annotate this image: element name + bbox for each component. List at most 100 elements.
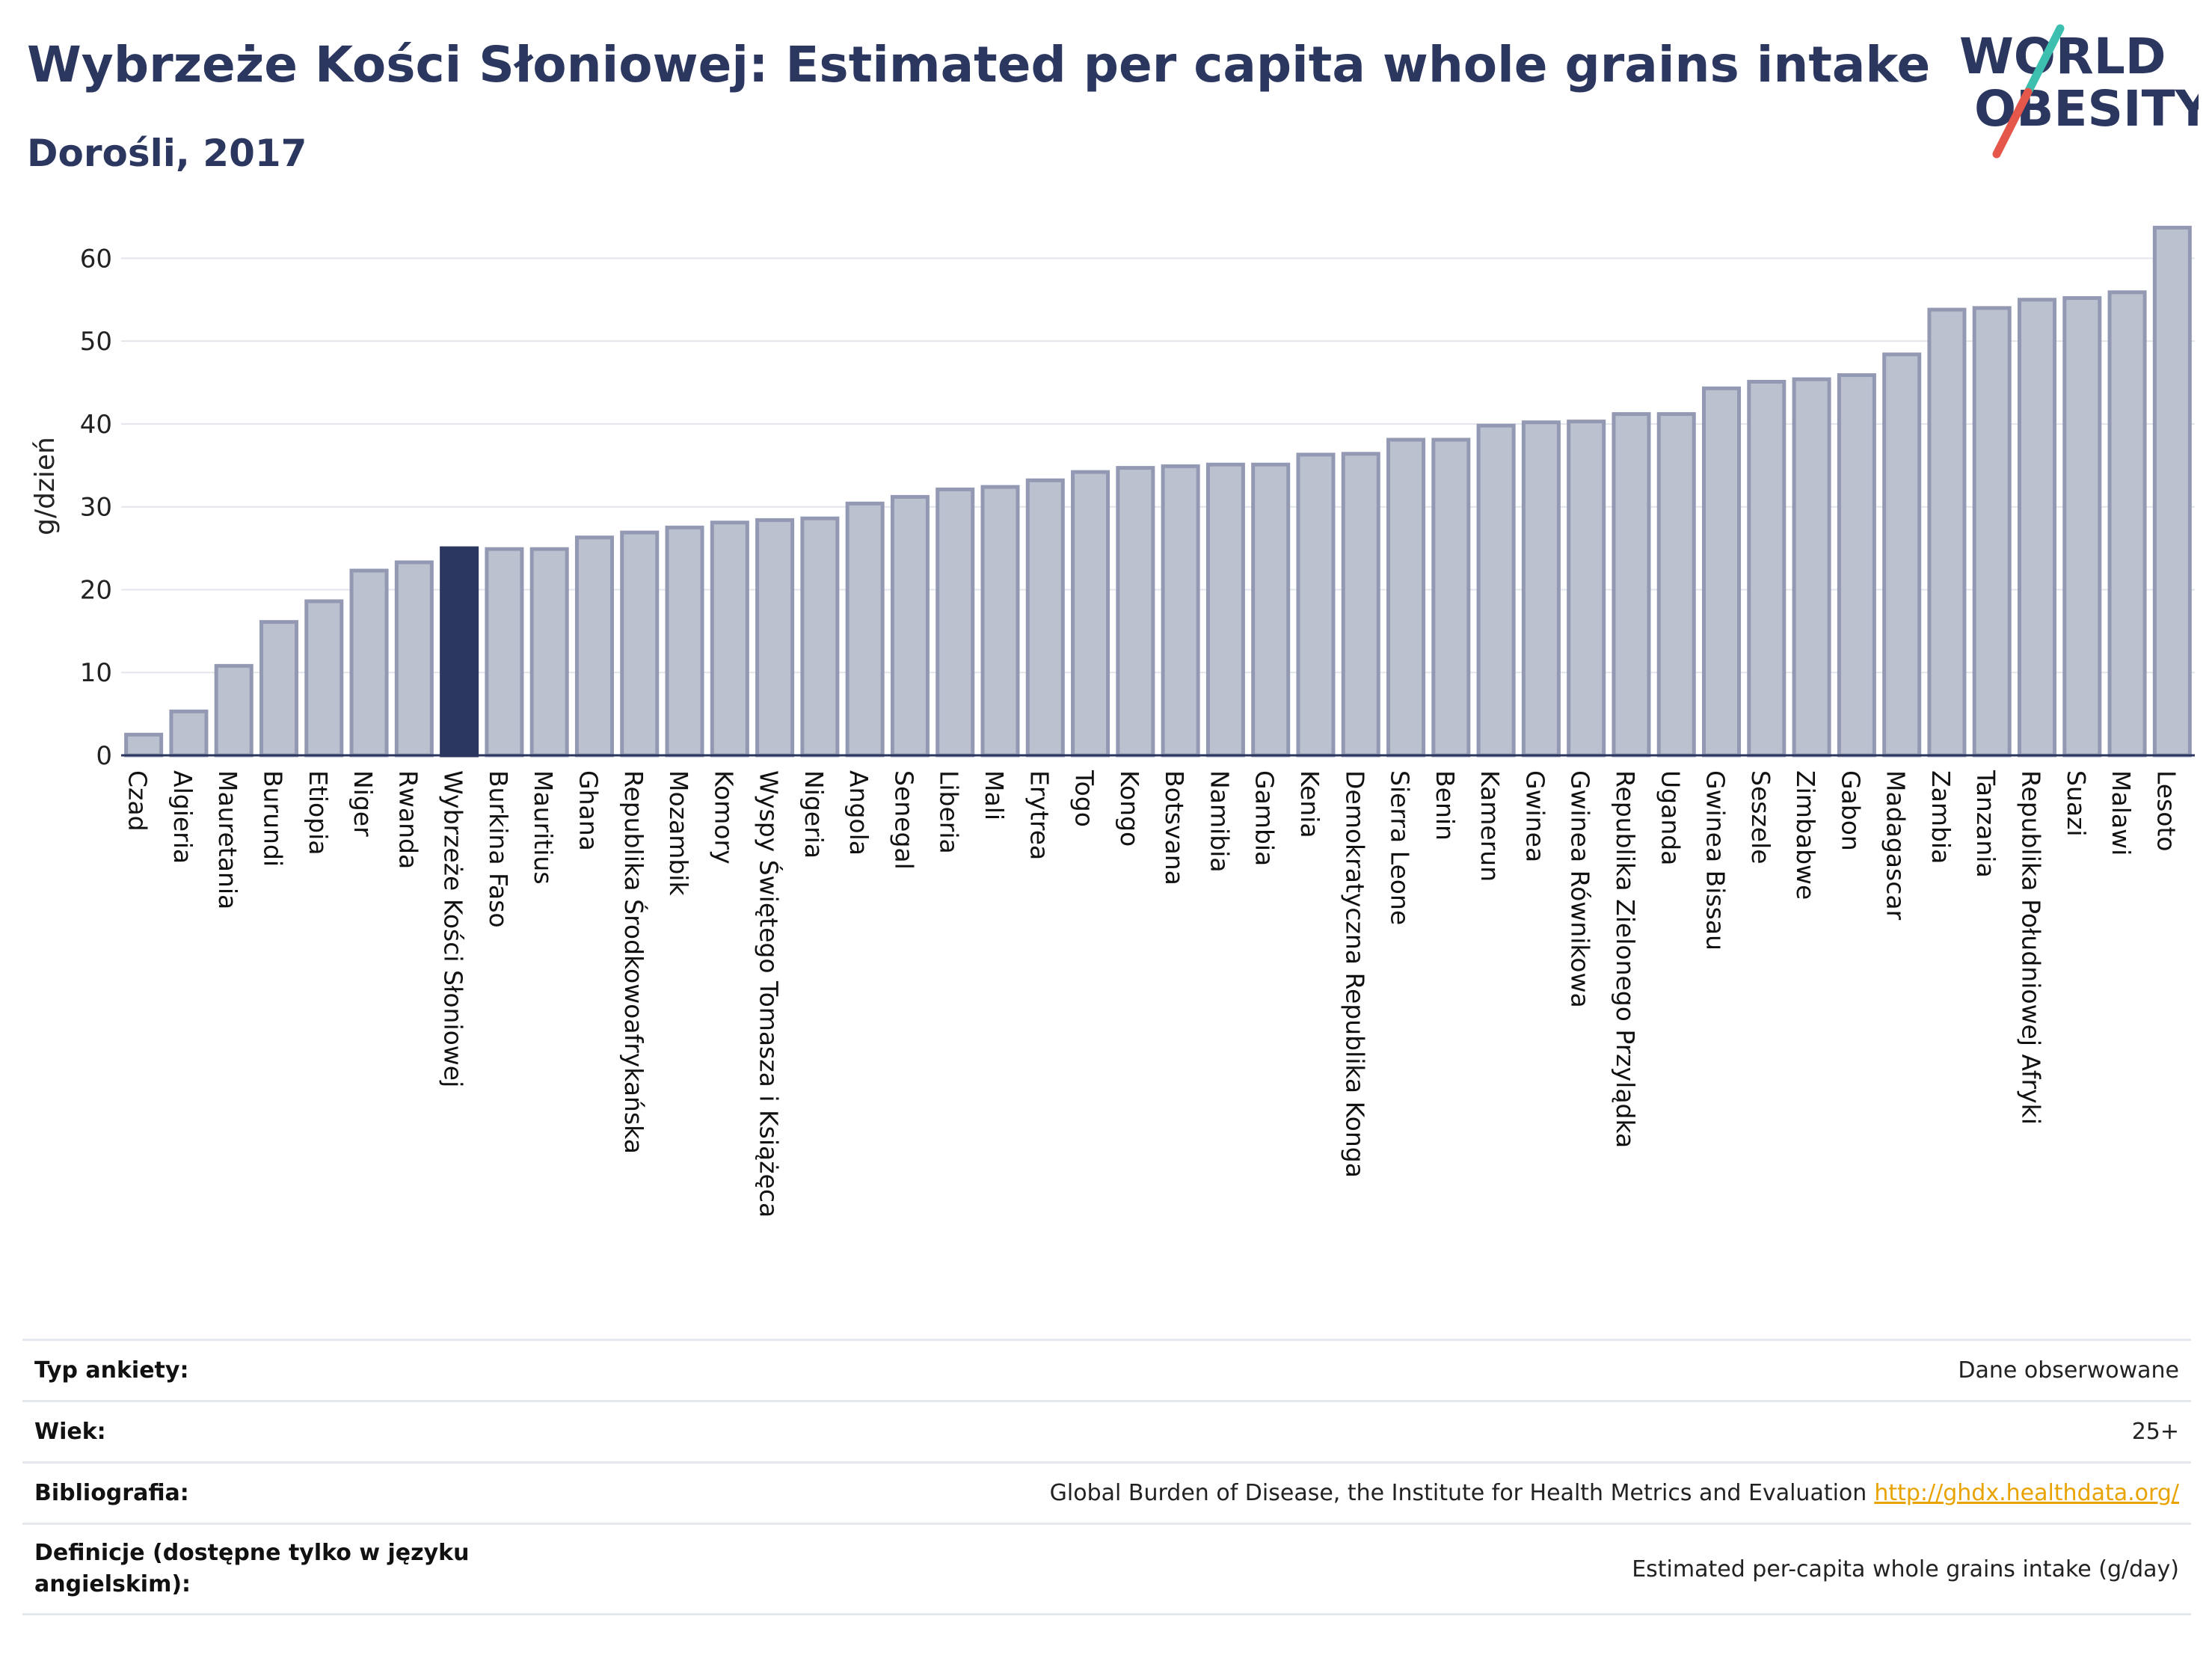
x-tick-label: Republika Południowej Afryki (2017, 770, 2046, 1125)
info-value: 25+ (2131, 1419, 2179, 1445)
bar (665, 525, 704, 758)
bar (1792, 377, 1831, 758)
bar-chart: 0 10 20 30 40 50 60 Czad Algieria Mauretania Buru… (30, 225, 2195, 1218)
bar (800, 516, 840, 758)
info-row-age: Wiek: 25+ (22, 1400, 2191, 1461)
x-tick-label: Gabon (1836, 770, 1865, 851)
x-tick-label: Sierra Leone (1386, 770, 1415, 925)
x-tick-label: Burkina Faso (484, 770, 513, 928)
bar (1431, 437, 1471, 758)
bar (1567, 420, 1606, 758)
logo-text-world: WORLD (1959, 28, 2166, 85)
y-tick-label: 50 (80, 327, 112, 357)
bar (1747, 379, 1787, 758)
x-tick-label: Republika Zielonego Przylądka (1611, 770, 1640, 1148)
x-tick-label: Republika Środkowoafrykańska (619, 770, 649, 1154)
x-tick-label: Mauretania (213, 770, 242, 909)
bar (710, 521, 749, 758)
bar (2152, 225, 2192, 758)
x-tick-label: Wybrzeże Kości Słoniowej (439, 770, 468, 1087)
bar (890, 494, 930, 758)
bar (1972, 306, 2012, 758)
x-tick-label: Kongo (1115, 770, 1144, 847)
x-tick-label: Gwinea Równikowa (1566, 770, 1595, 1008)
logo-slash-teal (2024, 24, 2065, 96)
y-tick-label: 10 (80, 658, 112, 688)
bar (980, 485, 1020, 758)
info-label: Definicje (dostępne tylko w języku angie… (34, 1540, 470, 1597)
info-label: Typ ankiety: (34, 1357, 189, 1384)
bar (845, 501, 885, 758)
bar (1341, 452, 1380, 758)
y-axis-ticks: 0 10 20 30 40 50 60 (80, 244, 112, 771)
info-table: Typ ankiety: Dane obserwowane Wiek: 25+ … (22, 1339, 2191, 1615)
bar (394, 560, 434, 758)
x-tick-label: Mauritius (529, 770, 558, 885)
bar (349, 568, 389, 758)
x-tick-label: Gwinea (1520, 770, 1549, 862)
bar (485, 547, 524, 758)
bar (1837, 373, 1876, 758)
bar (1521, 420, 1561, 758)
bar (1656, 412, 1696, 758)
x-tick-label: Niger (348, 770, 378, 837)
x-tick-label: Gambia (1250, 770, 1279, 866)
x-tick-label: Namibia (1205, 770, 1234, 873)
x-tick-label: Rwanda (393, 770, 423, 869)
bar (1296, 452, 1336, 758)
x-tick-label: Mozambik (664, 770, 693, 896)
x-tick-label: Czad (123, 770, 153, 832)
chart-subtitle: Dorośli, 2017 (27, 132, 307, 175)
x-tick-label: Uganda (1656, 770, 1685, 865)
bibliography-link[interactable]: http://ghdx.healthdata.org/ (1874, 1480, 2179, 1506)
bar (1612, 412, 1651, 758)
info-value: Dane obserwowane (1958, 1357, 2179, 1384)
bar (936, 487, 975, 758)
x-tick-label: Malawi (2107, 770, 2136, 856)
chart-title: Wybrzeże Kości Słoniowej: Estimated per … (27, 36, 1931, 93)
x-axis-labels: Czad Algieria Mauretania Burundi Etiopia Nige… (123, 770, 2181, 1218)
bar (529, 547, 569, 758)
x-tick-label: Tanzania (1971, 770, 2000, 878)
bar (1927, 307, 1967, 758)
x-tick-label: Senegal (889, 770, 918, 870)
x-tick-label: Angola (844, 770, 873, 856)
x-tick-label: Suazi (2062, 770, 2091, 837)
bar (2062, 296, 2102, 758)
bar (1071, 470, 1110, 758)
x-tick-label: Wyspy Świętego Tomasza i Książęca (755, 770, 784, 1218)
y-axis-label: g/dzień (30, 437, 61, 535)
x-tick-label: Gwinea Bissau (1701, 770, 1730, 951)
x-tick-label: Madagascar (1881, 770, 1911, 921)
bar (574, 535, 614, 758)
y-tick-label: 20 (80, 575, 112, 605)
x-tick-label: Zambia (1926, 770, 1956, 864)
x-tick-label: Benin (1431, 770, 1460, 841)
bar (1702, 386, 1742, 758)
world-obesity-logo: WORLD OBESITY (1959, 24, 2199, 159)
bar (1882, 352, 1922, 758)
bar (1161, 464, 1200, 758)
x-tick-label: Algieria (168, 770, 197, 864)
y-tick-label: 40 (80, 410, 112, 440)
x-tick-label: Burundi (258, 770, 287, 867)
x-tick-label: Ghana (574, 770, 603, 851)
bar (620, 530, 660, 758)
bar (2107, 290, 2147, 758)
bar (2018, 298, 2057, 758)
bar (259, 620, 298, 758)
info-label: Wiek: (34, 1418, 106, 1445)
x-tick-label: Kamerun (1475, 770, 1505, 882)
x-tick-label: Togo (1070, 770, 1099, 827)
info-label: Bibliografia: (34, 1479, 189, 1506)
x-tick-label: Lesoto (2151, 770, 2181, 852)
bars (124, 225, 2192, 758)
bar (169, 709, 209, 758)
x-tick-label: Botsvana (1160, 770, 1189, 885)
y-tick-label: 30 (80, 493, 112, 523)
x-tick-label: Etiopia (304, 770, 333, 856)
x-tick-label: Liberia (935, 770, 964, 854)
logo-slash-red (1992, 87, 2033, 159)
bar (1251, 462, 1291, 758)
bar (304, 599, 344, 758)
